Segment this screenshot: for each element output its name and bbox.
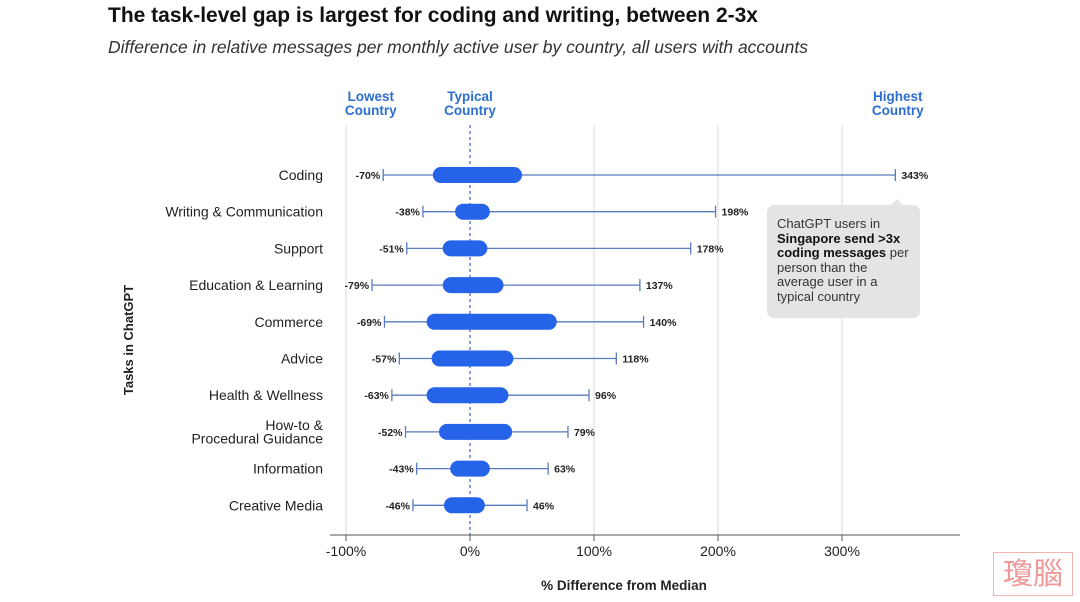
max-value-label: 118%: [622, 354, 649, 366]
x-tick-label: 100%: [576, 543, 612, 559]
category-label: Creative Media: [229, 497, 323, 513]
min-value-label: -70%: [356, 170, 381, 182]
iqr-bar: [439, 423, 513, 440]
category-label: Commerce: [255, 314, 324, 330]
max-value-label: 96%: [595, 390, 617, 402]
annotation-text-bold: Singapore send >3x coding messages: [777, 230, 901, 260]
annotation-callout: ChatGPT users in Singapore send >3x codi…: [767, 205, 920, 318]
iqr-bar: [432, 167, 523, 183]
min-value-label: -38%: [395, 207, 420, 219]
category-label: Procedural Guidance: [191, 431, 323, 447]
category-label: Writing & Communication: [165, 204, 323, 220]
category-label: Education & Learning: [189, 277, 323, 293]
category-label: Advice: [281, 351, 323, 367]
min-value-label: -69%: [357, 317, 382, 329]
header-lowest-country: Lowest: [348, 89, 395, 104]
x-tick-label: -100%: [326, 543, 366, 559]
header-typical-country: Typical: [447, 89, 493, 104]
header-typical-country: Country: [444, 103, 496, 118]
min-value-label: -63%: [364, 390, 389, 402]
iqr-bar: [426, 313, 557, 330]
min-value-label: -51%: [379, 243, 404, 255]
header-lowest-country: Country: [345, 103, 397, 118]
annotation-text-post: per person than the average user in a ty…: [777, 245, 909, 304]
max-value-label: 63%: [554, 464, 576, 476]
max-value-label: 137%: [646, 280, 674, 292]
iqr-bar: [442, 240, 488, 257]
max-value-label: 198%: [722, 207, 750, 219]
category-label: Coding: [279, 167, 323, 183]
y-axis-label: Tasks in ChatGPT: [121, 285, 136, 395]
iqr-bar: [431, 350, 514, 367]
header-highest-country: Highest: [873, 89, 923, 104]
annotation-callout-tail: [890, 199, 904, 206]
x-tick-label: 200%: [700, 543, 736, 559]
iqr-bar: [443, 497, 485, 514]
min-value-label: -43%: [389, 464, 414, 476]
x-tick-label: 300%: [824, 543, 860, 559]
max-value-label: 46%: [533, 500, 555, 512]
min-value-label: -79%: [345, 280, 370, 292]
x-axis-label: % Difference from Median: [541, 578, 707, 593]
iqr-bar: [442, 277, 504, 294]
max-value-label: 178%: [697, 243, 725, 255]
category-label: Health & Wellness: [209, 387, 323, 403]
min-value-label: -52%: [378, 427, 403, 439]
chart-subtitle: Difference in relative messages per mont…: [108, 37, 808, 57]
annotation-text-pre: ChatGPT users in: [777, 216, 881, 231]
watermark-seal: 瓊腦: [993, 552, 1073, 596]
min-value-label: -57%: [372, 354, 397, 366]
max-value-label: 79%: [574, 427, 596, 439]
category-label: How-to &: [265, 417, 323, 433]
max-value-label: 140%: [650, 317, 678, 329]
category-label: Support: [274, 240, 323, 256]
x-tick-label: 0%: [460, 543, 480, 559]
iqr-bar: [450, 460, 490, 477]
iqr-bar: [426, 387, 509, 404]
header-highest-country: Country: [872, 103, 924, 118]
iqr-bar: [455, 203, 490, 220]
min-value-label: -46%: [385, 500, 410, 512]
max-value-label: 343%: [901, 170, 929, 182]
category-label: Information: [253, 461, 323, 477]
chart-title: The task-level gap is largest for coding…: [108, 4, 758, 27]
